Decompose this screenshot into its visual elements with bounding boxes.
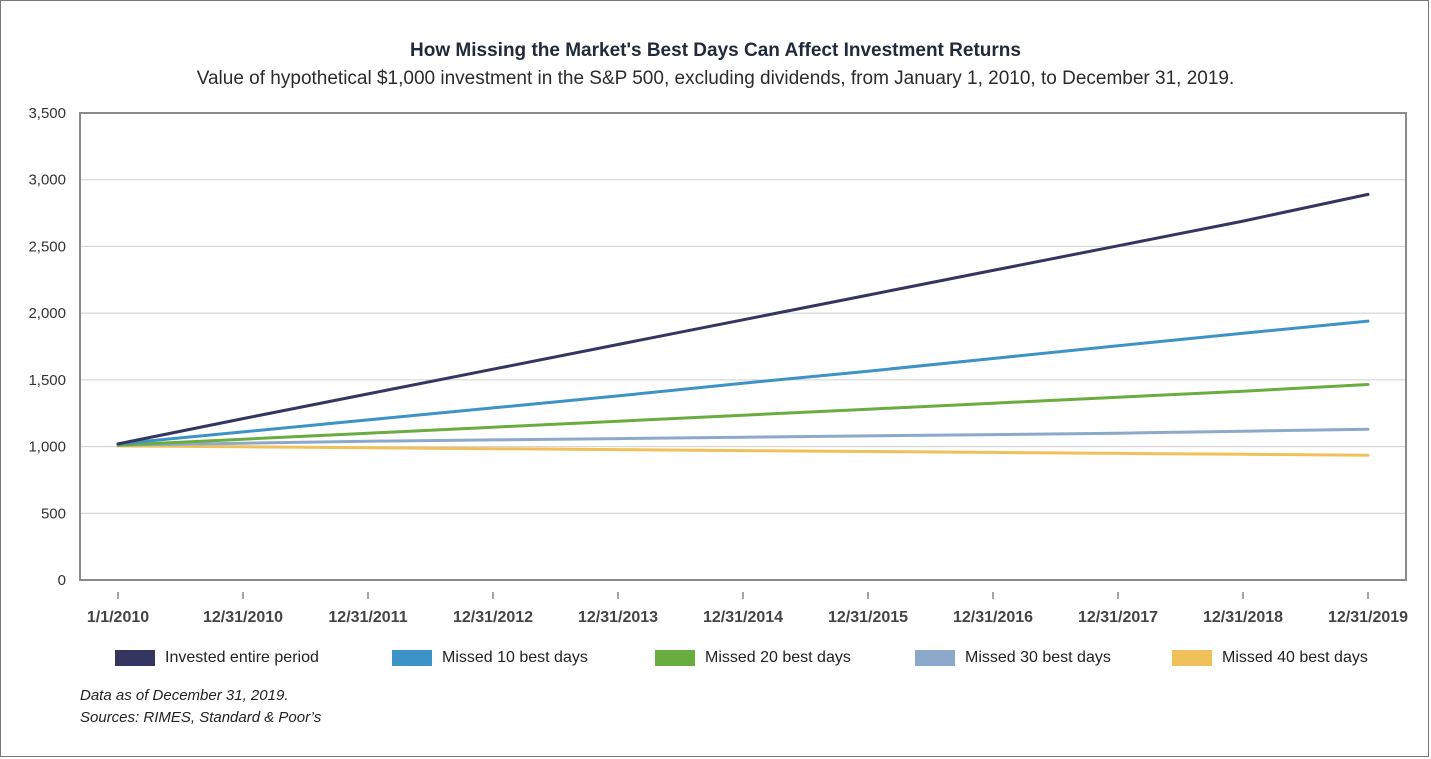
y-tick-label: 0 [58, 572, 66, 589]
series-line [116, 192, 1370, 446]
legend-item: Missed 20 best days [655, 646, 851, 670]
series-line [116, 383, 1370, 447]
x-tick-label: 12/31/2012 [453, 609, 533, 626]
legend-label: Invested entire period [165, 649, 319, 666]
legend: Invested entire period Missed 10 best day… [115, 646, 1385, 670]
chart-subtitle: Value of hypothetical $1,000 investment … [196, 68, 1235, 89]
x-tick-label: 1/1/2010 [87, 609, 149, 626]
y-tick-label: 2,500 [28, 238, 66, 255]
legend-swatch [915, 650, 955, 666]
grid-lines [80, 179, 1406, 514]
x-tick-label: 12/31/2011 [328, 609, 407, 626]
y-tick-label: 1,500 [28, 372, 66, 389]
footnote-sources: Sources: RIMES, Standard & Poor’s [80, 709, 322, 726]
legend-swatch [392, 650, 432, 666]
x-tick-label: 12/31/2015 [828, 609, 908, 626]
chart-title: How Missing the Market's Best Days Can A… [410, 40, 1021, 61]
y-tick-label: 3,500 [28, 105, 66, 122]
legend-item: Invested entire period [115, 646, 319, 670]
x-tick-label: 12/31/2013 [578, 609, 658, 626]
y-axis: 0 500 1,000 1,500 2,000 2,500 3,000 3,500 [28, 105, 66, 589]
legend-swatch [655, 650, 695, 666]
series-line [116, 427, 1370, 447]
legend-label: Missed 10 best days [442, 649, 588, 666]
y-tick-label: 2,000 [28, 305, 66, 322]
legend-label: Missed 30 best days [965, 649, 1111, 666]
footnote-date: Data as of December 31, 2019. [80, 687, 289, 704]
legend-swatch [115, 650, 155, 666]
plot-area [79, 112, 1407, 581]
series-line [116, 444, 1370, 457]
legend-item: Missed 10 best days [392, 646, 588, 670]
x-tick-label: 12/31/2018 [1203, 609, 1283, 626]
x-tick-label: 12/31/2017 [1078, 609, 1158, 626]
y-tick-label: 1,000 [28, 439, 66, 456]
legend-swatch [1172, 650, 1212, 666]
x-tick-label: 12/31/2014 [703, 609, 783, 626]
x-axis: 1/1/2010 12/31/2010 12/31/2011 12/31/2012 12… [87, 592, 1408, 626]
y-tick-label: 500 [41, 505, 66, 522]
line-chart: 0 500 1,000 1,500 2,000 2,500 3,000 3,500 1/1/2… [28, 105, 1408, 626]
x-tick-label: 12/31/2010 [203, 609, 283, 626]
x-tick-label: 12/31/2019 [1328, 609, 1408, 626]
footnote: Data as of December 31, 2019. Sources: R… [80, 685, 321, 729]
series-lines [116, 192, 1370, 457]
legend-item: Missed 30 best days [915, 646, 1111, 670]
x-tick-label: 12/31/2016 [953, 609, 1033, 626]
legend-item: Missed 40 best days [1172, 646, 1368, 670]
legend-label: Missed 40 best days [1222, 649, 1368, 666]
series-line [116, 319, 1370, 446]
y-tick-label: 3,000 [28, 172, 66, 189]
legend-label: Missed 20 best days [705, 649, 851, 666]
